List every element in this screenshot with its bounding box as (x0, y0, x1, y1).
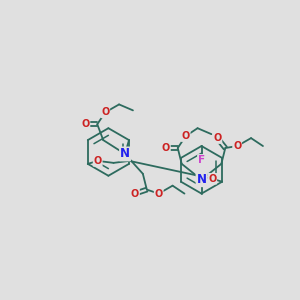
Text: O: O (162, 143, 170, 153)
Text: O: O (208, 174, 216, 184)
Text: O: O (154, 189, 163, 199)
Text: O: O (233, 141, 241, 151)
Text: O: O (182, 131, 190, 141)
Text: O: O (131, 189, 139, 199)
Text: N: N (120, 148, 130, 160)
Text: O: O (81, 119, 89, 129)
Text: F: F (198, 155, 205, 165)
Text: O: O (213, 133, 221, 143)
Text: O: O (101, 107, 109, 117)
Text: N: N (196, 173, 206, 186)
Text: O: O (94, 156, 102, 166)
